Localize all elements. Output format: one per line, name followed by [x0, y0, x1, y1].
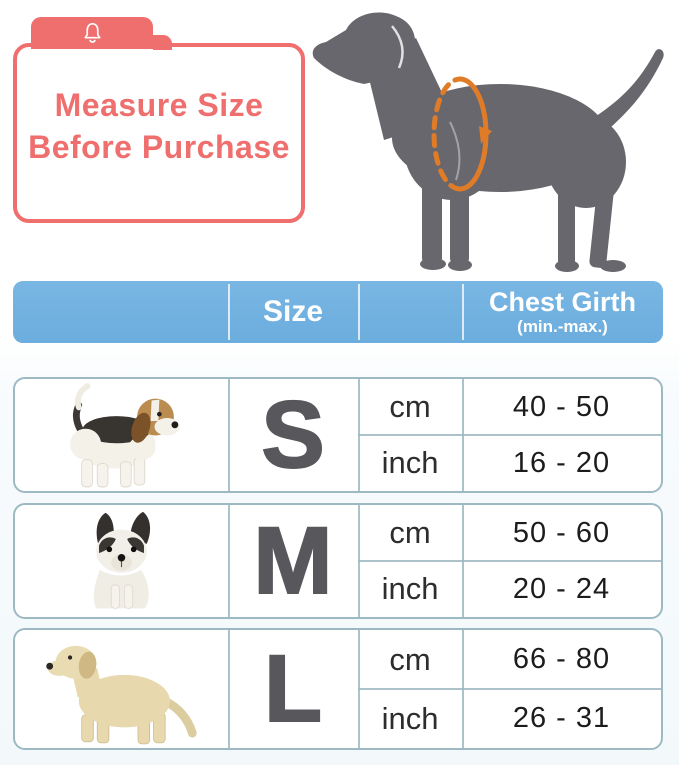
range-inch: 20 - 24: [512, 572, 611, 605]
column-divider: [228, 505, 230, 617]
size-letter: M: [252, 507, 333, 615]
french-bulldog-photo: [15, 505, 228, 617]
unit-label-inch: inch: [381, 700, 439, 736]
column-divider: [228, 630, 230, 748]
header-divider: [228, 284, 230, 340]
bell-icon: [83, 22, 101, 43]
unit-label-inch: inch: [381, 571, 439, 606]
header-size-label: Size: [262, 295, 324, 328]
labrador-photo: [15, 630, 228, 748]
unit-label-inch: inch: [381, 445, 439, 480]
header-chest-girth-label: Chest Girth (min.-max.): [462, 281, 663, 343]
unit-label-cm: cm: [389, 515, 431, 550]
callout-box: Measure Size Before Purchase: [13, 17, 305, 223]
range-cm: 40 - 50: [512, 390, 611, 423]
size-row-m: M cm inch 50 - 60 20 - 24: [13, 503, 663, 619]
callout-line2: Before Purchase: [28, 129, 290, 165]
column-divider: [228, 379, 230, 491]
beagle-photo: [15, 379, 228, 491]
header-divider: [462, 284, 464, 340]
callout-line1: Measure Size: [54, 87, 264, 123]
ear-highlight: [391, 25, 404, 69]
size-row-l: L cm inch 66 - 80 26 - 31: [13, 628, 663, 750]
chest-girth-subtitle: (min.-max.): [517, 317, 608, 337]
unit-label-cm: cm: [389, 641, 431, 677]
size-row-s: S cm inch 40 - 50 16 - 20: [13, 377, 663, 493]
range-inch: 16 - 20: [512, 446, 611, 479]
unit-label-cm: cm: [389, 389, 431, 424]
girth-ellipse-marker: [431, 76, 492, 192]
header-divider: [358, 284, 360, 340]
callout-message: Measure Size Before Purchase: [17, 40, 301, 212]
unit-row-divider: [358, 688, 661, 690]
size-letter: S: [260, 381, 325, 489]
size-letter: L: [263, 635, 323, 743]
range-cm: 50 - 60: [512, 516, 611, 549]
table-header: Size Chest Girth (min.-max.): [13, 281, 663, 343]
callout-tab: [31, 17, 172, 50]
dog-silhouette-illustration: [312, 12, 664, 272]
chest-girth-title: Chest Girth: [488, 286, 636, 317]
unit-row-divider: [358, 434, 661, 436]
range-inch: 26 - 31: [512, 702, 611, 734]
unit-row-divider: [358, 560, 661, 562]
range-cm: 66 - 80: [512, 643, 611, 675]
